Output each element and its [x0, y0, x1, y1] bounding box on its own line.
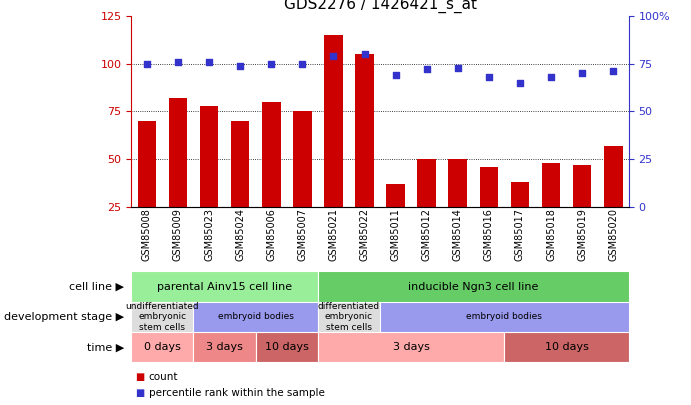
Bar: [386, 184, 405, 207]
Bar: [231, 121, 249, 207]
Bar: [324, 35, 343, 207]
Text: 0 days: 0 days: [144, 342, 181, 352]
Text: embryoid bodies: embryoid bodies: [466, 312, 542, 322]
Bar: [355, 54, 374, 207]
Point: [296, 61, 307, 67]
Text: 10 days: 10 days: [545, 342, 589, 352]
Point: [390, 72, 401, 79]
Text: parental Ainv15 cell line: parental Ainv15 cell line: [157, 281, 292, 292]
Text: undifferentiated
embryonic
stem cells: undifferentiated embryonic stem cells: [126, 302, 199, 332]
Bar: [131, 302, 193, 332]
Point: [141, 61, 152, 67]
Bar: [318, 302, 380, 332]
Point: [576, 70, 587, 77]
Point: [545, 74, 556, 80]
Point: [172, 59, 183, 65]
Bar: [138, 121, 156, 207]
Bar: [318, 332, 504, 362]
Bar: [262, 102, 281, 207]
Text: percentile rank within the sample: percentile rank within the sample: [149, 388, 325, 398]
Point: [328, 53, 339, 60]
Bar: [200, 106, 218, 207]
Text: count: count: [149, 372, 178, 382]
Bar: [131, 332, 193, 362]
Text: embryoid bodies: embryoid bodies: [218, 312, 294, 322]
Title: GDS2276 / 1426421_s_at: GDS2276 / 1426421_s_at: [283, 0, 477, 13]
Text: 10 days: 10 days: [265, 342, 309, 352]
Point: [359, 51, 370, 58]
Text: ■: ■: [135, 388, 144, 398]
Point: [514, 79, 525, 86]
Text: cell line ▶: cell line ▶: [69, 281, 124, 292]
Bar: [542, 163, 560, 207]
Bar: [193, 332, 256, 362]
Text: development stage ▶: development stage ▶: [4, 312, 124, 322]
Bar: [169, 98, 187, 207]
Bar: [256, 332, 318, 362]
Point: [452, 64, 463, 71]
Point: [607, 68, 618, 75]
Bar: [448, 159, 467, 207]
Bar: [511, 182, 529, 207]
Bar: [573, 165, 591, 207]
Text: time ▶: time ▶: [87, 342, 124, 352]
Text: 3 days: 3 days: [392, 342, 430, 352]
Bar: [604, 146, 623, 207]
Bar: [193, 302, 318, 332]
Text: ■: ■: [135, 372, 144, 382]
Bar: [318, 271, 629, 302]
Bar: [480, 166, 498, 207]
Text: differentiated
embryonic
stem cells: differentiated embryonic stem cells: [318, 302, 380, 332]
Bar: [504, 332, 629, 362]
Bar: [131, 271, 318, 302]
Text: inducible Ngn3 cell line: inducible Ngn3 cell line: [408, 281, 538, 292]
Point: [203, 59, 214, 65]
Text: 3 days: 3 days: [206, 342, 243, 352]
Point: [421, 66, 433, 73]
Bar: [293, 111, 312, 207]
Point: [234, 62, 245, 69]
Point: [483, 74, 494, 80]
Point: [265, 61, 276, 67]
Bar: [380, 302, 629, 332]
Bar: [417, 159, 436, 207]
